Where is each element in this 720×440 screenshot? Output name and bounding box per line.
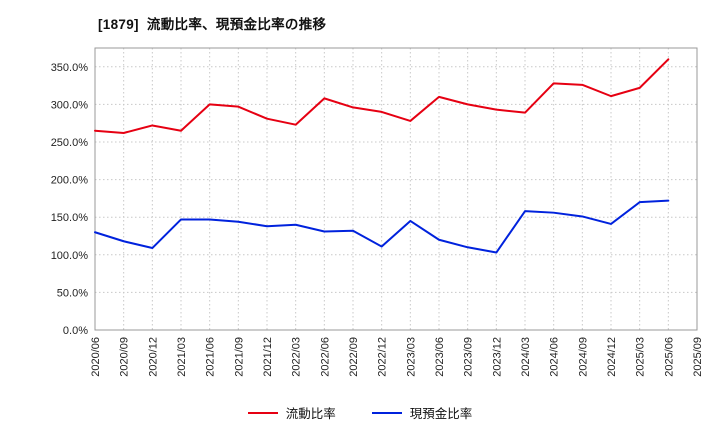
x-tick-label: 2022/09 bbox=[348, 337, 360, 377]
legend: 流動比率 現預金比率 bbox=[0, 403, 720, 422]
x-tick-label: 2023/09 bbox=[463, 337, 475, 377]
y-tick-label: 0.0% bbox=[63, 325, 88, 337]
legend-item: 現預金比率 bbox=[371, 403, 473, 422]
y-tick-label: 250.0% bbox=[51, 137, 89, 149]
legend-line-red-icon bbox=[247, 411, 278, 414]
legend-item: 流動比率 bbox=[247, 403, 336, 422]
x-tick-label: 2025/03 bbox=[635, 337, 647, 377]
y-tick-label: 300.0% bbox=[51, 99, 89, 111]
legend-label-genyokin-hiritsu: 現預金比率 bbox=[409, 407, 473, 421]
legend-label-ryudo-hiritsu: 流動比率 bbox=[285, 407, 336, 421]
x-tick-label: 2024/06 bbox=[549, 337, 561, 377]
y-tick-label: 150.0% bbox=[51, 212, 89, 224]
x-tick-label: 2021/03 bbox=[176, 337, 188, 377]
x-tick-label: 2022/03 bbox=[291, 337, 303, 377]
x-tick-label: 2021/12 bbox=[262, 337, 274, 377]
x-tick-label: 2024/09 bbox=[577, 337, 589, 377]
chart-title: [1879] 流動比率、現預金比率の推移 bbox=[98, 17, 327, 32]
x-tick-label: 2023/12 bbox=[491, 337, 503, 377]
x-tick-label: 2025/06 bbox=[663, 337, 675, 377]
x-tick-label: 2022/06 bbox=[319, 337, 331, 377]
x-tick-label: 2025/09 bbox=[692, 337, 704, 377]
x-tick-label: 2022/12 bbox=[377, 337, 389, 377]
x-tick-label: 2024/03 bbox=[520, 337, 532, 377]
plot-border bbox=[94, 47, 698, 331]
x-tick-label: 2024/12 bbox=[606, 337, 618, 377]
x-tick-label: 2021/09 bbox=[233, 337, 245, 377]
x-tick-label: 2020/06 bbox=[90, 337, 102, 377]
x-tick-label: 2020/12 bbox=[147, 337, 159, 377]
y-tick-label: 350.0% bbox=[51, 62, 89, 74]
x-tick-label: 2021/06 bbox=[205, 337, 217, 377]
x-tick-label: 2020/09 bbox=[119, 337, 131, 377]
y-tick-label: 200.0% bbox=[51, 175, 89, 187]
y-tick-label: 50.0% bbox=[57, 287, 88, 299]
legend-line-blue-icon bbox=[371, 411, 402, 414]
y-tick-label: 100.0% bbox=[51, 250, 89, 262]
series-line-0 bbox=[94, 58, 670, 134]
series-line-1 bbox=[94, 199, 670, 254]
x-tick-label: 2023/03 bbox=[405, 337, 417, 377]
x-tick-label: 2023/06 bbox=[434, 337, 446, 377]
